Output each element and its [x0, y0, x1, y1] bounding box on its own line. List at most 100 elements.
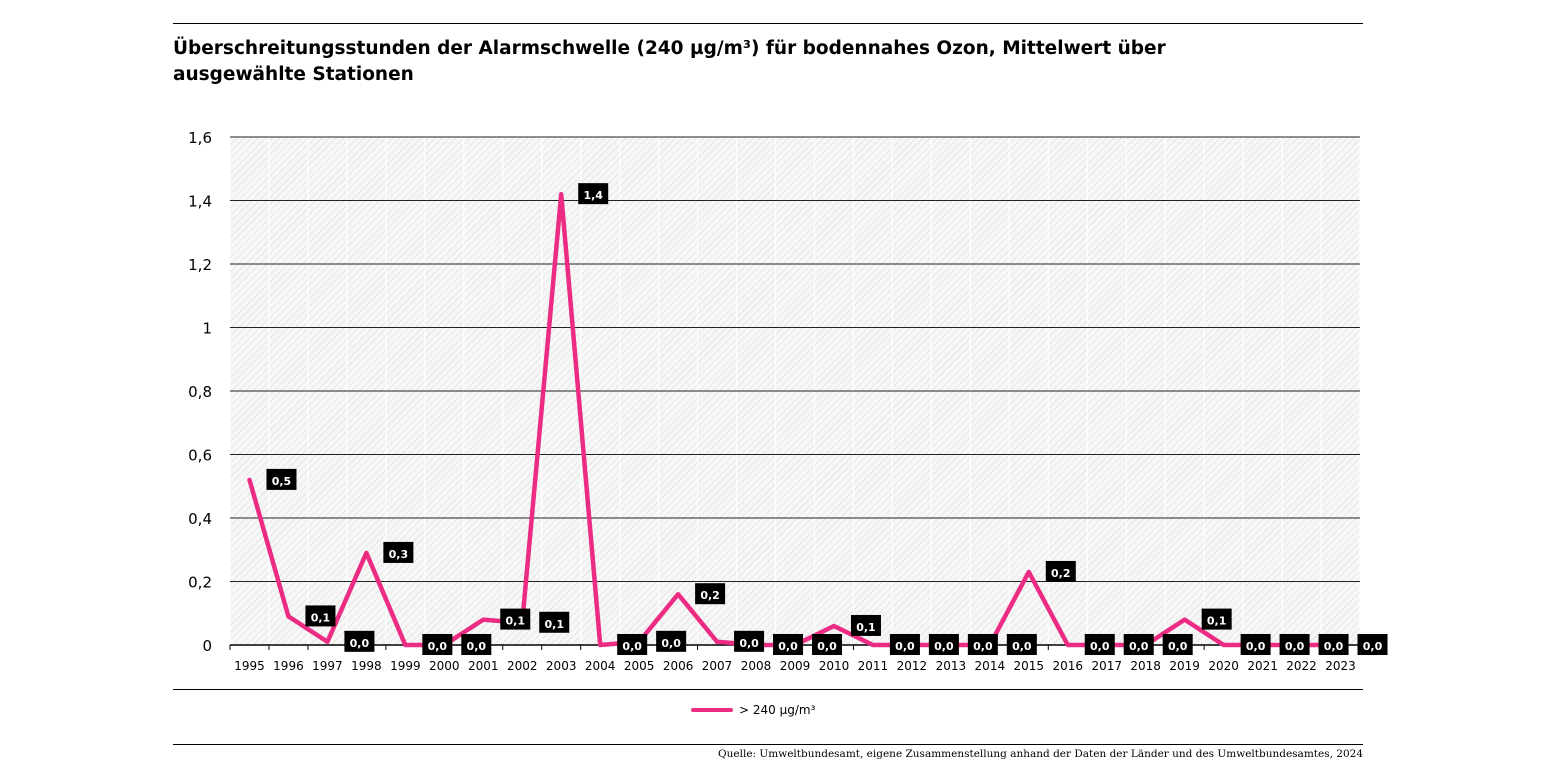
data-label: 1,4 — [578, 183, 609, 205]
data-label: 0,0 — [1357, 634, 1388, 655]
data-label: 0,1 — [305, 605, 336, 627]
x-tick-label: 1998 — [351, 659, 382, 673]
data-label-text: 1,4 — [583, 189, 603, 202]
data-label-text: 0,3 — [389, 548, 409, 561]
data-label-text: 0,5 — [272, 475, 292, 488]
data-label-box — [928, 634, 959, 655]
data-label-text: 0,0 — [778, 640, 798, 653]
data-label-text: 0,0 — [661, 637, 681, 650]
data-label-box — [1201, 608, 1232, 630]
data-label-box — [422, 634, 453, 655]
data-label-box — [1357, 634, 1388, 655]
data-label: 0,0 — [656, 630, 687, 652]
x-tick-label: 2016 — [1052, 659, 1083, 673]
data-label: 0,0 — [1279, 634, 1310, 655]
top-rule — [173, 23, 1363, 24]
x-tick-label: 2008 — [741, 659, 772, 673]
data-label: 0,2 — [1045, 560, 1076, 582]
data-label: 0,0 — [461, 634, 492, 655]
data-label-box — [734, 630, 765, 652]
data-label-text: 0,2 — [1051, 567, 1071, 580]
data-label: 0,1 — [1201, 608, 1232, 630]
data-label-box — [1045, 560, 1076, 582]
data-label-box — [1279, 634, 1310, 655]
data-label-text: 0,0 — [973, 640, 993, 653]
x-tick-label: 2017 — [1091, 659, 1122, 673]
y-tick-label: 1,6 — [188, 129, 212, 147]
data-label-box — [656, 630, 687, 652]
data-label-text: 0,0 — [467, 640, 487, 653]
x-tick-label: 2002 — [507, 659, 538, 673]
x-tick-label: 2006 — [663, 659, 694, 673]
data-label-text: 0,0 — [1090, 640, 1110, 653]
data-label: 0,0 — [1240, 634, 1271, 655]
y-tick-label: 0,8 — [188, 383, 212, 401]
x-tick-label: 1996 — [273, 659, 304, 673]
x-tick-label: 2010 — [819, 659, 850, 673]
x-tick-label: 2005 — [624, 659, 655, 673]
y-tick-label: 1,2 — [188, 256, 212, 274]
y-tick-label: 0 — [202, 637, 212, 655]
data-label: 0,0 — [889, 634, 920, 655]
x-tick-label: 2001 — [468, 659, 499, 673]
data-label: 0,0 — [1318, 634, 1349, 655]
data-label: 0,0 — [617, 634, 648, 655]
data-label-box — [850, 614, 881, 636]
data-label: 0,2 — [695, 583, 726, 605]
data-label-box — [578, 183, 609, 205]
data-label-box — [967, 634, 998, 655]
data-label-box — [1123, 634, 1154, 655]
axis-bottom-rule — [173, 689, 1363, 690]
data-label: 0,0 — [422, 634, 453, 655]
data-label: 0,0 — [812, 634, 842, 655]
data-label-box — [266, 468, 297, 490]
bottom-rule — [173, 744, 1363, 745]
source-note: Quelle: Umweltbundesamt, eigene Zusammen… — [718, 748, 1363, 760]
data-label: 0,1 — [500, 608, 531, 630]
data-label-box — [1084, 634, 1115, 655]
legend-swatch — [691, 708, 733, 712]
data-label-box — [695, 583, 726, 605]
x-tick-label: 2000 — [429, 659, 460, 673]
x-tick-label: 2019 — [1169, 659, 1200, 673]
x-tick-label: 1997 — [312, 659, 343, 673]
x-tick-label: 2018 — [1130, 659, 1161, 673]
x-tick-label: 2003 — [546, 659, 577, 673]
data-label-box — [344, 630, 375, 652]
x-tick-label: 2020 — [1208, 659, 1239, 673]
x-tick-label: 2022 — [1286, 659, 1317, 673]
legend-label: > 240 µg/m³ — [739, 703, 816, 717]
data-label-text: 0,0 — [1246, 640, 1266, 653]
data-label-text: 0,0 — [895, 640, 915, 653]
data-label: 0,1 — [539, 611, 570, 633]
data-label-text: 0,0 — [1129, 640, 1149, 653]
data-label-text: 0,1 — [506, 615, 526, 628]
data-label: 0,0 — [734, 630, 765, 652]
chart-title: Überschreitungsstunden der Alarmschwelle… — [173, 38, 1166, 85]
x-tick-label: 2004 — [585, 659, 616, 673]
x-tick-label: 2009 — [780, 659, 811, 673]
data-label-text: 0,0 — [1012, 640, 1032, 653]
data-label-box — [889, 634, 920, 655]
data-label-text: 0,0 — [1363, 640, 1383, 653]
data-label-box — [1162, 634, 1193, 655]
data-label: 0,1 — [850, 614, 881, 636]
x-tick-label: 1999 — [390, 659, 421, 673]
x-tick-label: 2013 — [936, 659, 967, 673]
data-label-text: 0,1 — [1207, 615, 1227, 628]
data-label-text: 0,2 — [700, 589, 720, 602]
x-tick-label: 2023 — [1325, 659, 1356, 673]
x-tick-label: 2011 — [858, 659, 889, 673]
data-label-box — [617, 634, 648, 655]
data-label-text: 0,0 — [934, 640, 954, 653]
x-tick-label: 2015 — [1014, 659, 1045, 673]
x-tick-label: 2007 — [702, 659, 733, 673]
data-label-box — [812, 634, 842, 655]
data-label: 0,0 — [1162, 634, 1193, 655]
data-label-text: 0,0 — [622, 640, 642, 653]
data-label-box — [1240, 634, 1271, 655]
x-tick-label: 2021 — [1247, 659, 1278, 673]
data-label-text: 0,0 — [739, 637, 759, 650]
data-label: 0,0 — [1123, 634, 1154, 655]
data-label-box — [773, 634, 804, 655]
